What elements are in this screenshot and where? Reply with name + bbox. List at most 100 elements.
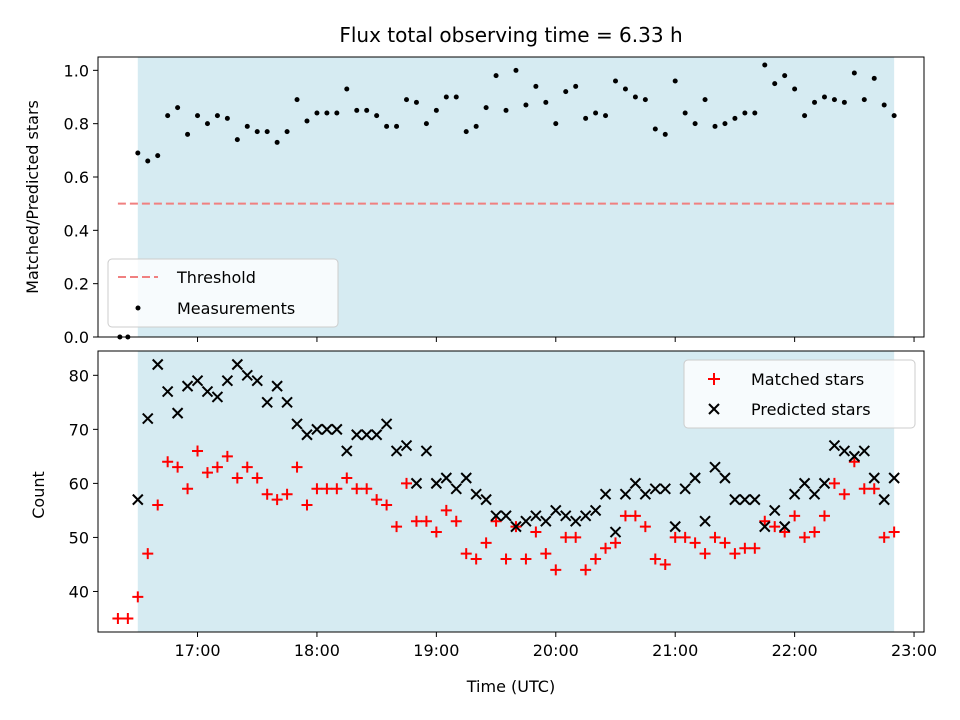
matched-star-marker (679, 531, 691, 543)
measurement-point (354, 107, 360, 113)
predicted-star-marker (500, 510, 512, 522)
measurement-point (244, 123, 250, 129)
measurement-point (603, 113, 609, 119)
y-tick-label: 0.4 (64, 221, 89, 240)
measurement-point (891, 113, 897, 119)
measurement-point (195, 113, 201, 119)
legend: Matched stars Predicted stars (683, 359, 916, 429)
chart-title: Flux total observing time = 6.33 h (339, 23, 682, 47)
measurement-point (493, 73, 499, 79)
measurement-point (851, 70, 857, 76)
predicted-star-marker (709, 461, 721, 473)
measurement-point (812, 99, 818, 105)
predicted-star-marker (550, 504, 562, 517)
measurement-point (573, 83, 579, 89)
predicted-star-marker (808, 488, 821, 500)
predicted-star-marker (769, 504, 781, 517)
matched-star-marker (769, 521, 781, 533)
matched-star-marker (301, 499, 313, 511)
predicted-star-marker (191, 375, 204, 387)
y-axis-label: Count (29, 471, 48, 519)
measurement-point (374, 113, 380, 119)
measurement-point (722, 121, 728, 127)
x-tick-label: 23:00 (891, 641, 937, 660)
x-tick-label: 18:00 (294, 641, 340, 660)
predicted-star-marker (152, 358, 164, 371)
predicted-star-marker (450, 483, 462, 495)
matched-star-marker (759, 515, 771, 527)
matched-star-marker (271, 494, 283, 506)
measurement-point (712, 123, 718, 129)
matched-star-marker (490, 515, 502, 527)
measurement-point (344, 86, 350, 92)
matched-star-marker (878, 531, 890, 543)
matched-star-marker (828, 477, 840, 489)
matched-star-marker (749, 542, 761, 554)
matched-star-marker (470, 553, 482, 565)
matched-star-marker (530, 526, 542, 538)
measurement-point (185, 131, 191, 137)
matched-star-marker (152, 499, 164, 511)
measurement-point (175, 105, 181, 111)
matched-star-marker (590, 553, 602, 565)
matched-star-marker (739, 542, 751, 554)
predicted-star-marker (510, 520, 522, 533)
measurement-point (861, 97, 867, 103)
measurement-point (792, 86, 798, 92)
predicted-star-marker (430, 477, 443, 490)
predicted-star-marker (132, 493, 144, 506)
measurement-point (563, 89, 569, 95)
legend-matched-swatch (708, 373, 720, 385)
measurement-point (413, 99, 419, 105)
predicted-star-marker (261, 396, 273, 409)
measurement-point (284, 129, 290, 135)
measurement-point (433, 107, 439, 113)
x-tick-label: 22:00 (772, 641, 818, 660)
y-tick-label: 0.0 (64, 328, 89, 347)
predicted-star-marker (540, 515, 552, 527)
matched-star-marker (112, 612, 124, 624)
legend-predicted-label: Predicted stars (751, 400, 871, 419)
matched-star-marker (211, 461, 223, 473)
measurement-point (294, 97, 300, 103)
predicted-star-marker (579, 510, 592, 522)
predicted-star-marker (291, 418, 303, 430)
measurement-point (314, 110, 320, 116)
y-tick-label: 1.0 (64, 61, 89, 80)
predicted-star-marker (560, 510, 572, 522)
predicted-star-marker (351, 429, 363, 441)
predicted-star-marker (301, 429, 313, 441)
matched-star-marker (699, 548, 711, 560)
predicted-star-marker (689, 472, 701, 484)
matched-star-marker (659, 558, 671, 570)
matched-star-marker (520, 553, 532, 565)
measurement-point (135, 150, 141, 156)
measurement-point (453, 94, 459, 100)
matched-star-marker (351, 483, 363, 495)
matched-star-marker (609, 537, 621, 549)
predicted-star-marker (241, 369, 253, 382)
matched-star-marker (550, 564, 562, 576)
measurement-point (503, 107, 509, 113)
matched-star-marker (251, 472, 263, 484)
y-axis-ticks: 40 50 60 70 80 (69, 366, 98, 601)
measurement-point (214, 113, 220, 119)
predicted-star-marker (390, 445, 403, 457)
measurement-point (483, 105, 489, 111)
predicted-star-marker (858, 445, 870, 457)
y-tick-label: 80 (69, 366, 89, 385)
matched-star-marker (500, 553, 512, 565)
predicted-star-marker (460, 472, 472, 484)
measurement-point (881, 102, 887, 108)
y-tick-label: 40 (69, 582, 89, 601)
matched-star-marker (868, 483, 880, 495)
measurement-point (583, 115, 589, 121)
matched-star-marker (858, 483, 870, 495)
matched-star-marker (729, 548, 741, 560)
measurement-point (821, 94, 827, 100)
predicted-star-marker (331, 423, 343, 436)
predicted-star-marker (749, 493, 761, 506)
matched-star-marker (192, 445, 204, 457)
x-tick-label: 21:00 (652, 641, 698, 660)
